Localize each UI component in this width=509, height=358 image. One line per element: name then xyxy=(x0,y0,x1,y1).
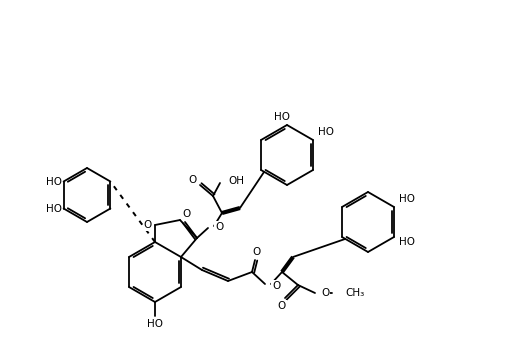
Text: O: O xyxy=(183,209,191,219)
Text: HO: HO xyxy=(147,319,163,329)
Text: HO: HO xyxy=(317,127,333,137)
Text: O: O xyxy=(277,301,286,311)
Text: HO: HO xyxy=(45,176,62,187)
Text: HO: HO xyxy=(45,203,62,213)
Text: O: O xyxy=(271,281,280,291)
Text: CH₃: CH₃ xyxy=(344,288,363,298)
Text: O: O xyxy=(188,175,196,185)
Text: O: O xyxy=(320,288,329,298)
Text: HO: HO xyxy=(273,112,290,122)
Text: O: O xyxy=(252,247,261,257)
Text: HO: HO xyxy=(398,237,414,247)
Text: HO: HO xyxy=(398,194,414,204)
Text: O: O xyxy=(144,220,152,230)
Text: OH: OH xyxy=(228,176,243,186)
Text: O: O xyxy=(215,222,223,232)
